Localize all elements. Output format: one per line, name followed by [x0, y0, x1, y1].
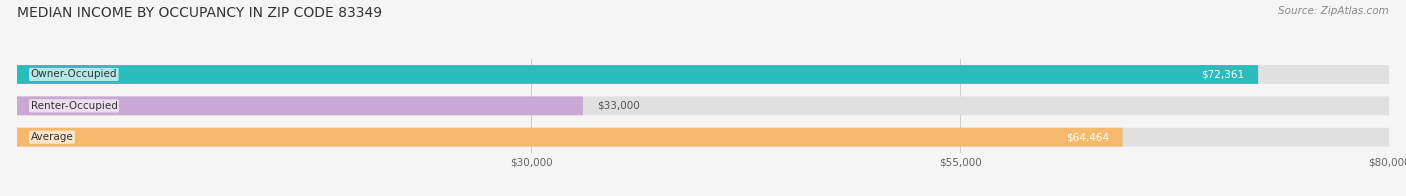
- Text: $33,000: $33,000: [596, 101, 640, 111]
- Text: $64,464: $64,464: [1066, 132, 1109, 142]
- FancyBboxPatch shape: [17, 128, 1122, 147]
- Text: Source: ZipAtlas.com: Source: ZipAtlas.com: [1278, 6, 1389, 16]
- FancyBboxPatch shape: [17, 65, 1389, 84]
- FancyBboxPatch shape: [17, 96, 583, 115]
- Text: Renter-Occupied: Renter-Occupied: [31, 101, 118, 111]
- FancyBboxPatch shape: [17, 96, 1389, 115]
- Text: $72,361: $72,361: [1201, 69, 1244, 80]
- Text: MEDIAN INCOME BY OCCUPANCY IN ZIP CODE 83349: MEDIAN INCOME BY OCCUPANCY IN ZIP CODE 8…: [17, 6, 382, 20]
- FancyBboxPatch shape: [17, 65, 1258, 84]
- Text: Average: Average: [31, 132, 73, 142]
- Text: Owner-Occupied: Owner-Occupied: [31, 69, 117, 80]
- FancyBboxPatch shape: [17, 128, 1389, 147]
